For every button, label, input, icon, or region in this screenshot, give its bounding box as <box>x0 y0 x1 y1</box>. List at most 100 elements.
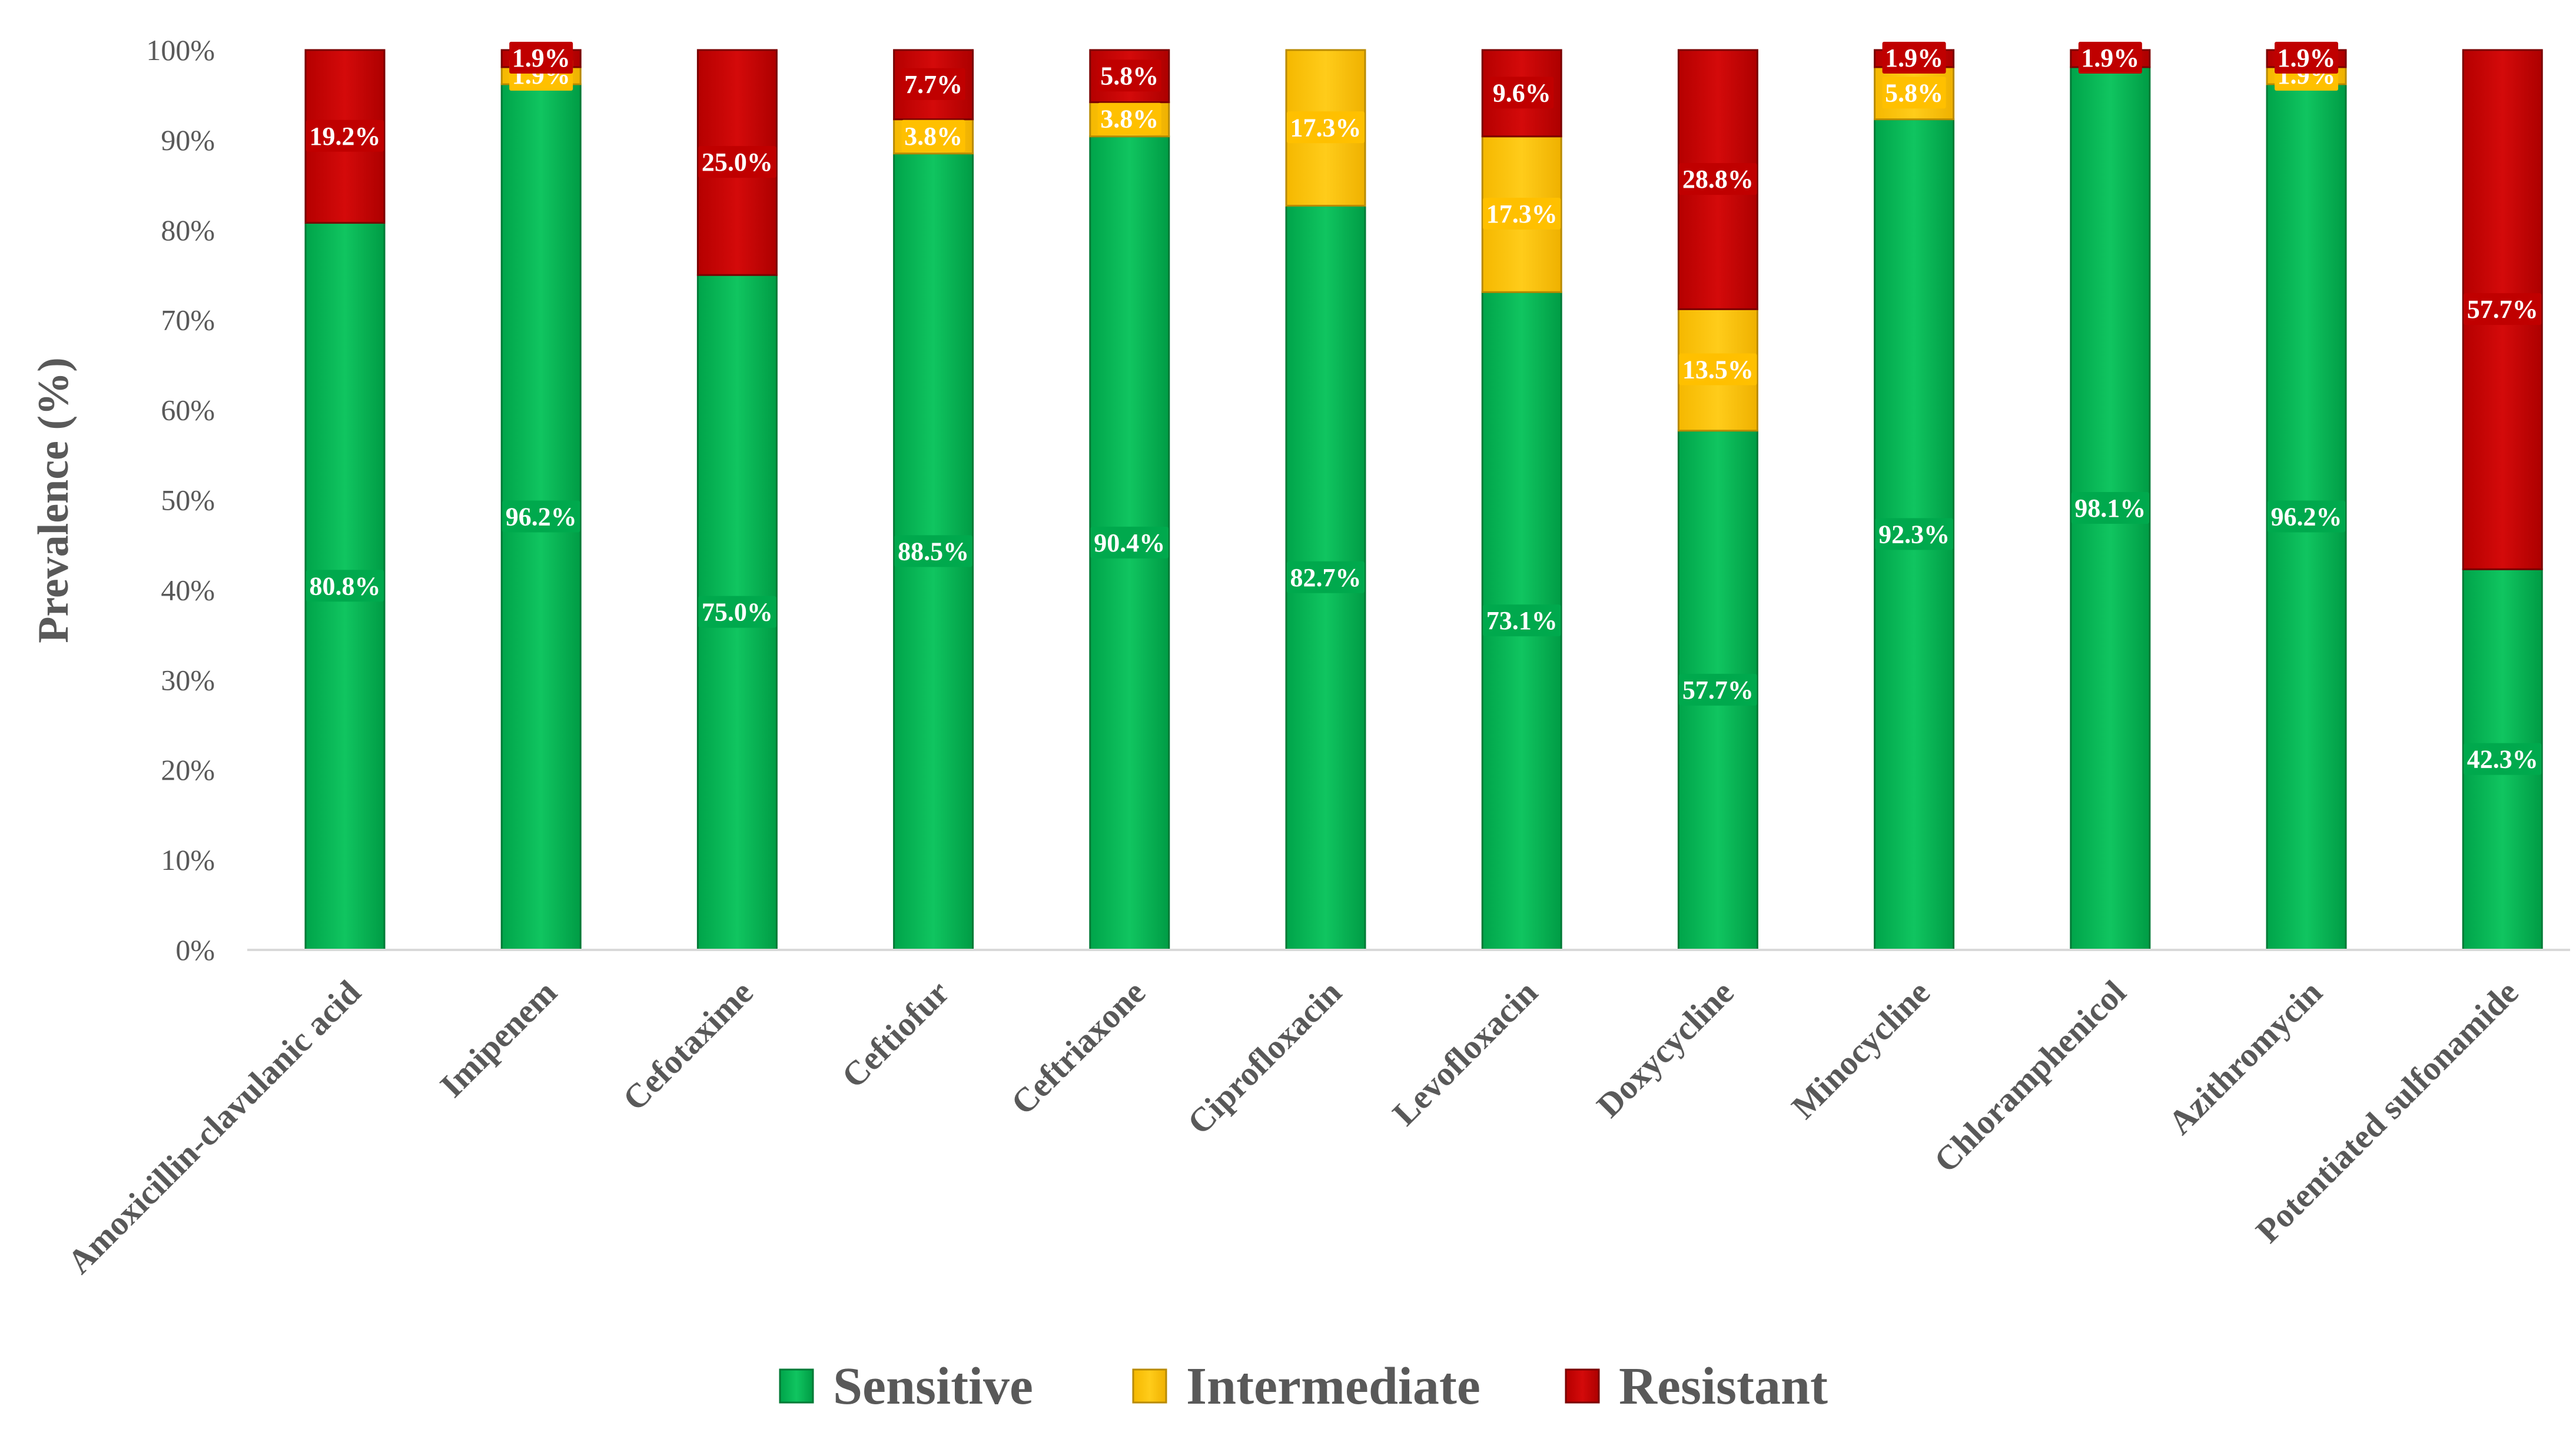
data-label-bg <box>1882 42 1946 74</box>
data-label-bg <box>1490 77 1554 109</box>
data-label-text: 3.8% <box>1100 105 1158 134</box>
x-tick-label: Cefotaxime <box>615 973 760 1118</box>
data-label-text: 73.1% <box>1486 606 1558 635</box>
data-label-bg <box>894 535 972 567</box>
data-label-intermediate: 5.8% <box>1882 77 1946 109</box>
data-label-bg <box>1287 111 1365 144</box>
data-label-text: 98.1% <box>2074 494 2146 523</box>
data-label-intermediate: 3.8% <box>901 119 965 152</box>
data-label-text: 19.2% <box>310 122 381 151</box>
data-label-text: 7.7% <box>904 70 962 99</box>
data-label-resistant: 7.7% <box>901 68 965 100</box>
data-label-text: 3.8% <box>904 122 962 151</box>
x-tick-label: Ceftiofur <box>834 973 957 1095</box>
data-label-sensitive: 75.0% <box>698 596 776 628</box>
data-label-resistant: 19.2% <box>306 119 384 152</box>
data-label-text: 75.0% <box>702 598 773 627</box>
data-label-bg <box>306 570 384 602</box>
data-label-sensitive: 88.5% <box>894 535 972 567</box>
legend-label: Resistant <box>1619 1357 1828 1415</box>
y-tick-label: 10% <box>161 843 215 876</box>
data-label-text: 5.8% <box>1100 61 1158 90</box>
data-label-resistant: 1.9% <box>2275 42 2338 74</box>
data-label-text: 25.0% <box>702 148 773 177</box>
data-label-text: 57.7% <box>2467 295 2538 324</box>
data-label-text: 90.4% <box>1094 529 1165 557</box>
data-label-bg <box>1679 673 1757 706</box>
legend-label: Intermediate <box>1186 1357 1480 1415</box>
data-label-sensitive: 98.1% <box>2071 492 2149 524</box>
data-label-sensitive: 90.4% <box>1090 526 1169 559</box>
data-label-text: 92.3% <box>1878 520 1950 549</box>
y-tick-label: 30% <box>161 663 215 696</box>
data-label-sensitive: 96.2% <box>502 500 580 533</box>
data-label-bg <box>698 146 776 178</box>
y-tick-label: 40% <box>161 573 215 606</box>
data-label-bg <box>901 68 965 100</box>
data-label-sensitive: 92.3% <box>1875 518 1953 550</box>
legend: Sensitive Intermediate Resistant <box>779 1357 1828 1415</box>
data-label-text: 1.9% <box>2278 44 2336 72</box>
data-label-text: 96.2% <box>506 503 577 531</box>
data-label-intermediate: 3.8% <box>1097 102 1161 135</box>
data-label-intermediate: 17.3% <box>1287 111 1365 144</box>
data-label-bg <box>502 500 580 533</box>
data-label-text: 9.6% <box>1493 78 1551 107</box>
data-label-resistant: 9.6% <box>1490 77 1554 109</box>
data-label-intermediate: 17.3% <box>1483 198 1561 230</box>
y-tick-label: 50% <box>161 484 215 517</box>
x-tick-label: Levofloxacin <box>1385 973 1545 1133</box>
data-label-resistant: 25.0% <box>698 146 776 178</box>
data-label-text: 13.5% <box>1682 355 1754 384</box>
data-label-text: 1.9% <box>512 44 570 72</box>
data-label-bg <box>1679 163 1757 195</box>
data-label-bg <box>1483 604 1561 637</box>
data-label-intermediate: 13.5% <box>1679 353 1757 385</box>
data-label-bg <box>2275 42 2338 74</box>
data-label-bg <box>1679 353 1757 385</box>
x-tick-label: Amoxicillin-clavulanic acid <box>60 973 368 1281</box>
data-label-text: 17.3% <box>1290 113 1362 142</box>
data-label-resistant: 1.9% <box>2078 42 2142 74</box>
data-label-text: 57.7% <box>1682 676 1754 704</box>
data-label-bg <box>2071 492 2149 524</box>
y-tick-label: 100% <box>146 34 215 67</box>
x-tick-label: Chloramphenicol <box>1927 973 2133 1179</box>
data-label-text: 5.8% <box>1885 78 1943 107</box>
legend-swatch-intermediate <box>1132 1368 1167 1404</box>
x-tick-label: Doxycycline <box>1589 973 1741 1125</box>
y-tick-label: 20% <box>161 753 215 786</box>
data-label-sensitive: 57.7% <box>1679 673 1757 706</box>
y-tick-label: 60% <box>161 394 215 427</box>
data-label-sensitive: 96.2% <box>2268 500 2345 533</box>
y-tick-label: 70% <box>161 304 215 337</box>
x-tick-label: Imipenem <box>433 973 565 1105</box>
data-label-text: 82.7% <box>1290 563 1362 592</box>
data-label-text: 88.5% <box>898 537 969 566</box>
data-label-text: 17.3% <box>1486 200 1558 228</box>
x-tick-label: Ciprofloxacin <box>1180 973 1349 1142</box>
data-label-resistant: 5.8% <box>1097 59 1161 92</box>
y-axis-title: Prevalence (%) <box>29 357 78 643</box>
data-label-bg <box>698 596 776 628</box>
x-tick-label: Ceftriaxone <box>1004 973 1153 1122</box>
data-label-bg <box>1097 59 1161 92</box>
data-label-text: 80.8% <box>310 571 381 600</box>
data-label-text: 1.9% <box>2081 44 2139 72</box>
legend-swatch-sensitive <box>779 1368 814 1404</box>
data-label-sensitive: 73.1% <box>1483 604 1561 637</box>
y-tick-label: 0% <box>175 933 215 966</box>
data-label-text: 96.2% <box>2271 503 2342 531</box>
legend-item-intermediate: Intermediate <box>1132 1357 1480 1415</box>
data-label-bg <box>901 119 965 152</box>
x-tick-label: Azithromycin <box>2160 973 2329 1142</box>
data-label-bg <box>2464 293 2542 325</box>
legend-swatch-resistant <box>1565 1368 1600 1404</box>
data-label-bg <box>2268 500 2345 533</box>
y-axis-ticks: 0% 10% 20% 30% 40% 50% 60% 70% 80% 90% 100% <box>146 34 215 966</box>
legend-item-resistant: Resistant <box>1565 1357 1828 1415</box>
data-label-bg <box>1287 561 1365 593</box>
bars-group: 80.8% 19.2% 96.2% 1.9% 1.9% 75.0% 25.0% 88.5% 3.… <box>304 42 2543 951</box>
y-tick-label: 90% <box>161 124 215 157</box>
